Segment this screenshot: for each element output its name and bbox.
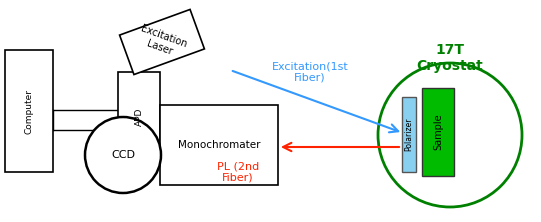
Text: Excitation
Laser: Excitation Laser	[135, 24, 188, 60]
Bar	[422, 88, 454, 176]
Text: Computer: Computer	[24, 89, 34, 133]
Bar	[118, 72, 160, 162]
Polygon shape	[120, 10, 204, 75]
Text: PL (2nd
Fiber): PL (2nd Fiber)	[217, 161, 259, 183]
Circle shape	[378, 63, 522, 207]
Circle shape	[85, 117, 161, 193]
Text: CCD: CCD	[111, 150, 135, 160]
Text: Excitation(1st
Fiber): Excitation(1st Fiber)	[272, 61, 348, 83]
Text: Sample: Sample	[433, 114, 443, 150]
Bar	[160, 105, 278, 185]
Text: Monochromater: Monochromater	[178, 140, 260, 150]
Text: APD: APD	[135, 108, 143, 126]
Bar	[402, 97, 416, 172]
Text: 17T
Cryostat: 17T Cryostat	[417, 43, 483, 73]
Text: Polarizer: Polarizer	[405, 118, 413, 151]
Bar	[5, 50, 53, 172]
